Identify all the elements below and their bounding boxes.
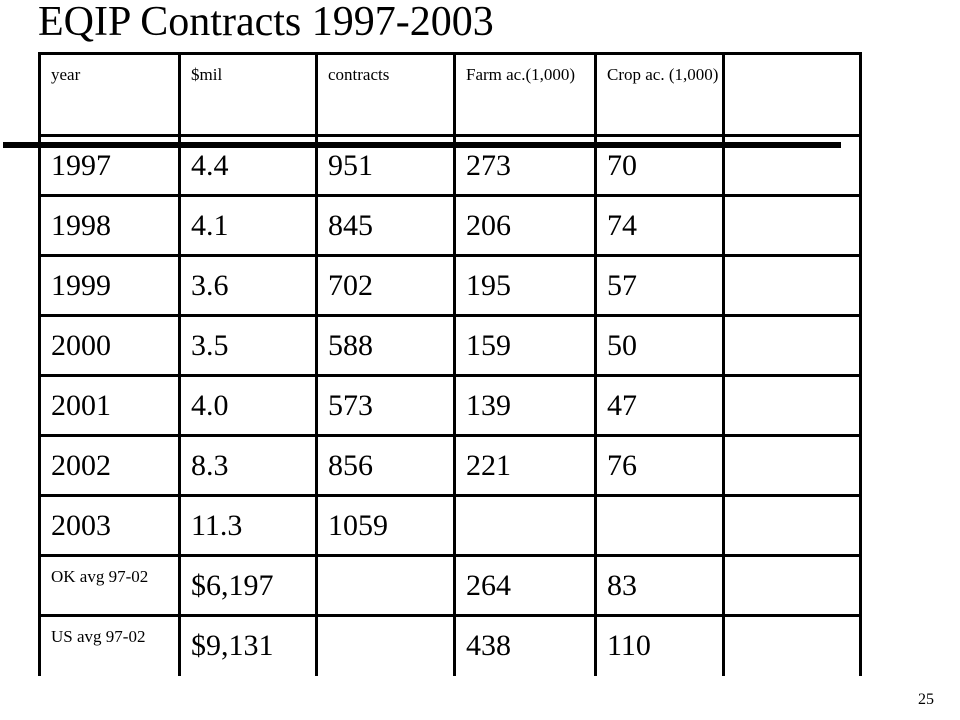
header-cell-empty [722, 52, 862, 137]
eqip-contracts-table: year $mil contracts Farm ac.(1,000) Crop… [38, 52, 862, 676]
table-cell: 4.1 [178, 194, 318, 257]
table-cell [722, 194, 862, 257]
table-cell: 1059 [315, 494, 456, 557]
table-cell: 573 [315, 374, 456, 437]
table-cell: 438 [453, 614, 597, 676]
table-cell: US avg 97-02 [38, 614, 181, 676]
table-cell: $9,131 [178, 614, 318, 676]
page-number: 25 [918, 691, 934, 708]
table-cell [315, 614, 456, 676]
table-cell: 110 [594, 614, 725, 676]
table-row: 2002 8.3 856 221 76 [38, 434, 862, 497]
table-cell: 47 [594, 374, 725, 437]
table-cell: 11.3 [178, 494, 318, 557]
table-cell: 8.3 [178, 434, 318, 497]
table-cell: 3.6 [178, 254, 318, 317]
table-cell: 2003 [38, 494, 181, 557]
table-cell: 2000 [38, 314, 181, 377]
table-cell: 702 [315, 254, 456, 317]
table-cell: 588 [315, 314, 456, 377]
table-cell: 221 [453, 434, 597, 497]
header-row: year $mil contracts Farm ac.(1,000) Crop… [38, 52, 862, 137]
title-divider-line [3, 142, 841, 148]
table-cell: 159 [453, 314, 597, 377]
table-cell: 4.0 [178, 374, 318, 437]
table-cell: $6,197 [178, 554, 318, 617]
table-cell [315, 554, 456, 617]
table-row: US avg 97-02 $9,131 438 110 [38, 614, 862, 676]
table-row: OK avg 97-02 $6,197 264 83 [38, 554, 862, 617]
header-cell-contracts: contracts [315, 52, 456, 137]
table-cell: 83 [594, 554, 725, 617]
table-cell: OK avg 97-02 [38, 554, 181, 617]
table-row: 1999 3.6 702 195 57 [38, 254, 862, 317]
table-cell: 206 [453, 194, 597, 257]
table-cell: 1999 [38, 254, 181, 317]
table-row: 1998 4.1 845 206 74 [38, 194, 862, 257]
table-cell: 3.5 [178, 314, 318, 377]
table-row: 2000 3.5 588 159 50 [38, 314, 862, 377]
header-cell-mil: $mil [178, 52, 318, 137]
table-row: 2001 4.0 573 139 47 [38, 374, 862, 437]
table-cell [722, 254, 862, 317]
table-body: year $mil contracts Farm ac.(1,000) Crop… [38, 52, 862, 676]
table-cell [722, 614, 862, 676]
table-cell [722, 374, 862, 437]
table-cell: 856 [315, 434, 456, 497]
table-cell: 264 [453, 554, 597, 617]
table-cell: 74 [594, 194, 725, 257]
table-cell [594, 494, 725, 557]
header-cell-year: year [38, 52, 181, 137]
header-cell-crop-acres: Crop ac. (1,000) [594, 52, 725, 137]
table-cell [722, 314, 862, 377]
table-cell [722, 494, 862, 557]
table-cell: 1998 [38, 194, 181, 257]
table-cell: 2001 [38, 374, 181, 437]
table-cell [722, 554, 862, 617]
table-cell: 57 [594, 254, 725, 317]
header-cell-farm-acres: Farm ac.(1,000) [453, 52, 597, 137]
table-cell: 2002 [38, 434, 181, 497]
table-cell: 139 [453, 374, 597, 437]
table-cell: 195 [453, 254, 597, 317]
table-cell [453, 494, 597, 557]
table-cell: 845 [315, 194, 456, 257]
table-cell [722, 434, 862, 497]
table-cell: 76 [594, 434, 725, 497]
table-cell: 50 [594, 314, 725, 377]
table-row: 2003 11.3 1059 [38, 494, 862, 557]
slide-title: EQIP Contracts 1997-2003 [38, 0, 494, 45]
